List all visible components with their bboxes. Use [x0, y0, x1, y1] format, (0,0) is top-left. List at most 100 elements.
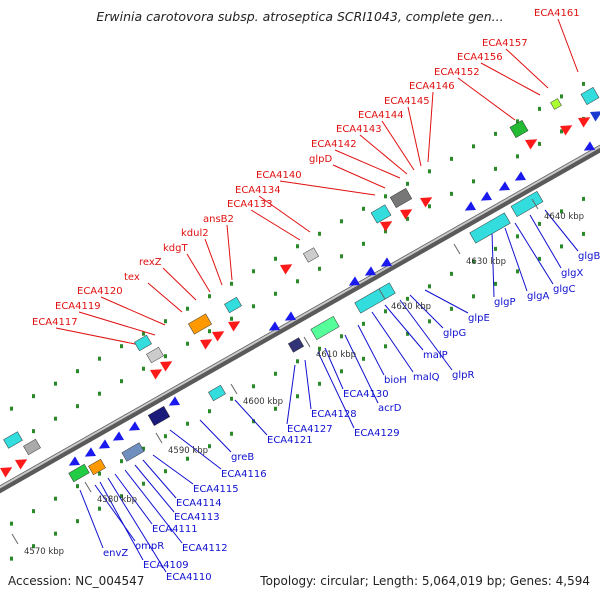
gene-arrow[interactable]: [126, 421, 140, 435]
gene-arrow[interactable]: [512, 171, 526, 185]
gene-label-ECA4117[interactable]: ECA4117: [32, 317, 78, 328]
gene-feature[interactable]: [509, 119, 529, 139]
gene-label-glpG[interactable]: glpG: [443, 328, 466, 339]
gene-feature[interactable]: [310, 315, 340, 341]
gene-label-rexZ[interactable]: rexZ: [139, 257, 162, 268]
gene-feature[interactable]: [88, 458, 106, 476]
gene-label-ECA4113[interactable]: ECA4113: [174, 512, 220, 523]
gene-label-ECA4156[interactable]: ECA4156: [457, 52, 503, 63]
gene-label-ECA4144[interactable]: ECA4144: [358, 110, 404, 121]
gene-label-ECA4145[interactable]: ECA4145: [384, 96, 430, 107]
gene-label-ECA4111[interactable]: ECA4111: [152, 524, 198, 535]
gene-arrow[interactable]: [150, 365, 165, 380]
gene-arrow[interactable]: [362, 266, 376, 280]
gene-arrow[interactable]: [346, 276, 360, 290]
gene-feature[interactable]: [23, 438, 41, 456]
gene-arrow[interactable]: [160, 357, 175, 372]
gene-label-ECA4157[interactable]: ECA4157: [482, 38, 528, 49]
gene-label-envZ[interactable]: envZ: [103, 548, 128, 559]
gene-label-tex[interactable]: tex: [124, 272, 140, 283]
gene-feature[interactable]: [208, 384, 226, 402]
gene-label-kdgT[interactable]: kdgT: [163, 243, 188, 254]
gene-label-ECA4121[interactable]: ECA4121: [267, 435, 313, 446]
gene-arrow[interactable]: [266, 321, 280, 335]
gene-feature[interactable]: [302, 247, 320, 263]
gene-features[interactable]: [0, 86, 600, 483]
gene-feature[interactable]: [580, 86, 600, 106]
gene-label-ECA4119[interactable]: ECA4119: [55, 301, 101, 312]
gene-feature[interactable]: [121, 442, 145, 462]
gene-arrow[interactable]: [82, 447, 96, 461]
gene-arrow[interactable]: [228, 317, 243, 332]
gene-label-ECA4161[interactable]: ECA4161: [534, 8, 580, 19]
gene-arrow[interactable]: [0, 463, 15, 478]
gene-arrow[interactable]: [478, 191, 492, 205]
gene-feature[interactable]: [354, 282, 396, 314]
gene-label-glpR[interactable]: glpR: [452, 370, 474, 381]
gene-feature[interactable]: [224, 296, 242, 314]
gene-feature[interactable]: [370, 204, 392, 224]
gene-arrow[interactable]: [581, 141, 595, 155]
gene-arrow[interactable]: [380, 217, 395, 232]
gene-arrow[interactable]: [15, 455, 30, 470]
gene-label-acrD[interactable]: acrD: [378, 403, 402, 414]
gene-label-ECA4146[interactable]: ECA4146: [409, 81, 455, 92]
gene-label-ECA4152[interactable]: ECA4152: [434, 67, 480, 78]
gene-arrow[interactable]: [212, 327, 227, 342]
gene-feature[interactable]: [550, 98, 562, 110]
gene-feature[interactable]: [389, 187, 413, 209]
gene-label-ECA4129[interactable]: ECA4129: [354, 428, 400, 439]
gene-label-ECA4116[interactable]: ECA4116: [221, 469, 267, 480]
gene-feature[interactable]: [146, 346, 164, 364]
gene-label-ECA4134[interactable]: ECA4134: [235, 185, 281, 196]
gene-label-ECA4110[interactable]: ECA4110: [166, 572, 212, 583]
gene-arrow[interactable]: [166, 396, 180, 410]
gene-feature[interactable]: [287, 337, 305, 353]
gene-label-glgC[interactable]: glgC: [553, 284, 575, 295]
gene-label-ompR[interactable]: ompR: [135, 541, 164, 552]
gene-arrow[interactable]: [496, 181, 511, 195]
gene-label-glpE[interactable]: glpE: [468, 313, 490, 324]
gene-feature[interactable]: [68, 463, 90, 483]
gene-label-ECA4109[interactable]: ECA4109: [143, 560, 189, 571]
gene-feature[interactable]: [147, 405, 171, 427]
gene-arrow[interactable]: [578, 113, 593, 128]
gene-label-ansB2[interactable]: ansB2: [203, 214, 234, 225]
gene-arrow[interactable]: [96, 439, 110, 453]
gene-feature[interactable]: [134, 334, 152, 352]
gene-feature[interactable]: [510, 190, 544, 218]
gene-label-ECA4128[interactable]: ECA4128: [311, 409, 357, 420]
gene-feature[interactable]: [187, 313, 213, 335]
gene-label-ECA4130[interactable]: ECA4130: [343, 389, 389, 400]
gene-label-ECA4140[interactable]: ECA4140: [256, 170, 302, 181]
gene-label-ECA4133[interactable]: ECA4133: [227, 199, 273, 210]
gene-arrow[interactable]: [560, 121, 575, 136]
gene-label-bioH[interactable]: bioH: [384, 375, 407, 386]
gene-arrow[interactable]: [400, 205, 415, 220]
gene-label-ECA4115[interactable]: ECA4115: [193, 484, 239, 495]
gene-label-kdul2[interactable]: kdul2: [181, 228, 209, 239]
gene-label-greB[interactable]: greB: [231, 452, 254, 463]
gene-label-glgB[interactable]: glgB: [578, 251, 600, 262]
gene-label-ECA4114[interactable]: ECA4114: [176, 498, 222, 509]
gene-arrow[interactable]: [462, 201, 476, 215]
gene-label-malQ[interactable]: malQ: [413, 372, 440, 383]
gene-label-glgA[interactable]: glgA: [527, 291, 549, 302]
gene-label-ECA4112[interactable]: ECA4112: [182, 543, 228, 554]
gene-label-glgX[interactable]: glgX: [561, 268, 583, 279]
gene-feature[interactable]: [469, 212, 511, 244]
gene-label-ECA4127[interactable]: ECA4127: [287, 424, 333, 435]
gene-label-malP[interactable]: malP: [423, 350, 448, 361]
gene-label-ECA4142[interactable]: ECA4142: [311, 139, 357, 150]
gene-feature[interactable]: [3, 431, 23, 449]
gene-label-glpD[interactable]: glpD: [309, 154, 332, 165]
gene-arrow[interactable]: [66, 456, 80, 470]
gene-arrow[interactable]: [590, 107, 600, 122]
gene-arrow[interactable]: [200, 335, 215, 350]
gene-label-glgP[interactable]: glgP: [494, 297, 516, 308]
gene-label-ECA4143[interactable]: ECA4143: [336, 124, 382, 135]
gene-label-ECA4120[interactable]: ECA4120: [77, 286, 123, 297]
gene-arrow[interactable]: [525, 135, 540, 150]
gene-arrow[interactable]: [420, 193, 435, 208]
gene-arrow[interactable]: [378, 257, 392, 271]
